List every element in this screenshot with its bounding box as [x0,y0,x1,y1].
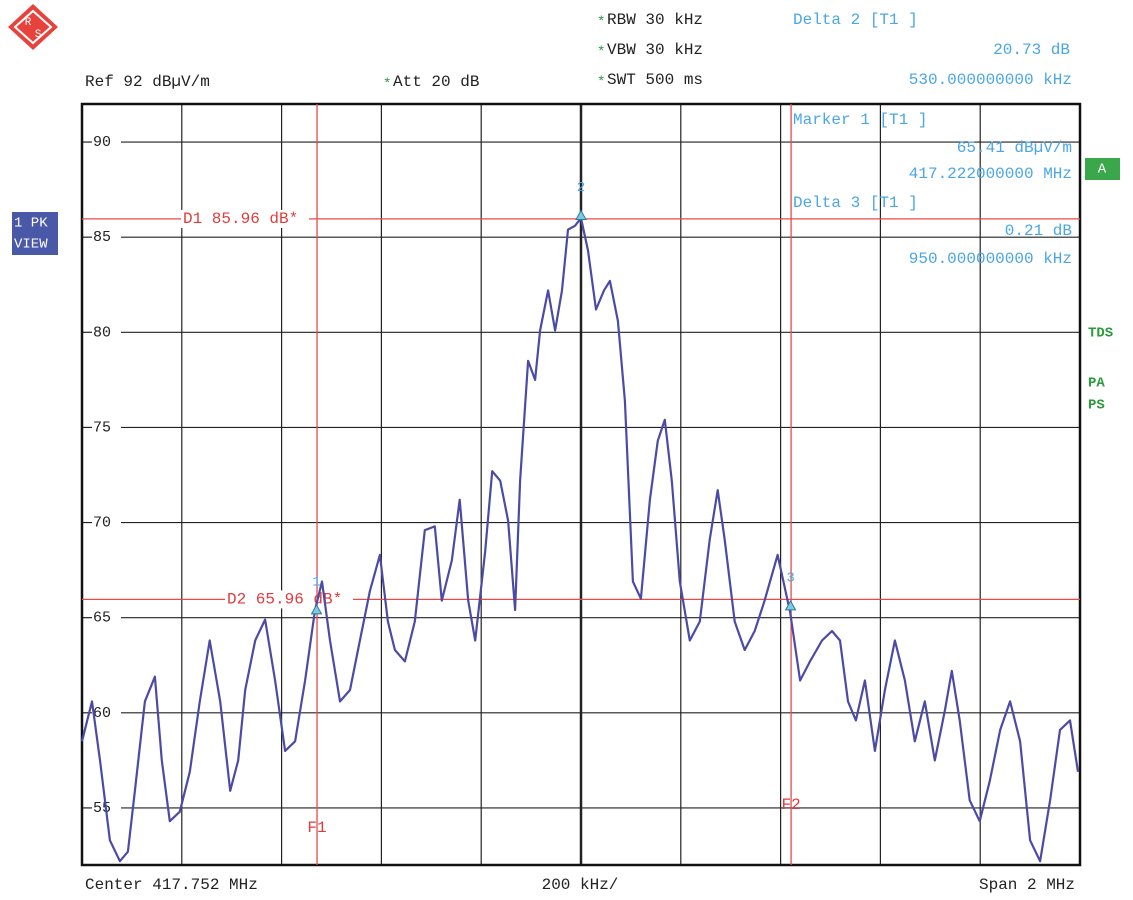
frequency-line-label: F1 [307,819,326,837]
span-per-division: 200 kHz/ [542,876,619,894]
marker [784,599,797,611]
y-tick-label: 60 [93,705,111,722]
plot-frame [80,102,1082,867]
marker [310,603,323,615]
tick-label-bg [83,228,121,247]
marker-readout: 530.000000000 kHz [909,71,1072,89]
marker-readout: 65.41 dBµV/m [957,139,1072,157]
logo-letter: S [35,29,42,41]
tick-label-bg [83,608,121,627]
screen-label: A [1098,162,1107,178]
trace-mode: 1 PK [14,216,48,232]
reference-level: Ref 92 dBµV/m [85,73,210,91]
setting: SWT 500 ms [607,71,703,89]
status-flag: PA [1088,376,1105,392]
y-tick-label: 55 [93,800,111,817]
setting: RBW 30 kHz [607,11,703,29]
logo-inner [13,9,53,45]
screen-badge [1085,158,1120,180]
marker-readout: Delta 2 [T1 ] [793,11,918,29]
setting-mark: * [383,77,391,93]
tick-label-bg [83,133,121,152]
frequency-line-label: F2 [781,796,800,814]
marker-label: 1 [312,575,320,591]
setting-mark: * [597,45,605,61]
status-flag: TDS [1088,326,1113,342]
display-label-bg [181,209,309,228]
marker-label: 3 [786,571,794,587]
logo: R S [8,4,58,50]
marker-readout: 20.73 dB [993,41,1070,59]
status-flag: PS [1088,398,1105,414]
display-line-label: D1 85.96 dB* [183,210,298,228]
display-label-bg [225,590,353,609]
setting: VBW 30 kHz [607,41,703,59]
y-tick-label: 90 [93,134,111,151]
tick-label-bg [83,513,121,532]
trace [80,217,1080,863]
span: Span 2 MHz [979,876,1075,894]
tick-label-bg [83,798,121,817]
y-tick-label: 75 [93,419,111,436]
tick-label-bg [83,323,121,342]
marker-label: 2 [577,180,585,196]
trace-mode: VIEW [14,237,48,253]
marker-readout: 0.21 dB [1005,222,1072,240]
y-tick-label: 65 [93,610,111,627]
y-tick-label: 80 [93,324,111,341]
setting: Att 20 dB [393,73,479,91]
tick-label-bg [83,418,121,437]
y-tick-label: 70 [93,515,111,532]
display-line-label: D2 65.96 dB* [227,591,342,609]
marker [575,209,587,220]
marker-readout: Marker 1 [T1 ] [793,111,927,129]
center-frequency: Center 417.752 MHz [85,876,258,894]
marker-readout: Delta 3 [T1 ] [793,194,918,212]
setting-mark: * [597,75,605,91]
setting-mark: * [597,15,605,31]
marker-readout: 950.000000000 kHz [909,250,1072,268]
y-tick-label: 85 [93,229,111,246]
logo-diamond [8,4,58,50]
logo-letter: R [25,17,32,29]
trace-badge [12,212,58,255]
marker-readout: 417.222000000 MHz [909,165,1072,183]
